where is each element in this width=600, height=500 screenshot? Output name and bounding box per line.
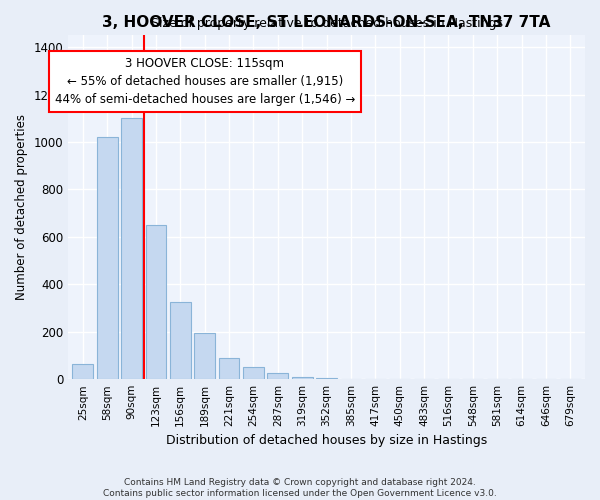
Y-axis label: Number of detached properties: Number of detached properties xyxy=(15,114,28,300)
Bar xyxy=(97,138,118,379)
Bar xyxy=(121,118,142,379)
Text: Contains HM Land Registry data © Crown copyright and database right 2024.
Contai: Contains HM Land Registry data © Crown c… xyxy=(103,478,497,498)
Bar xyxy=(170,302,191,379)
Bar xyxy=(268,374,288,379)
Bar xyxy=(146,225,166,379)
Bar xyxy=(243,368,264,379)
Bar xyxy=(73,364,93,379)
Bar xyxy=(219,358,239,379)
Text: Size of property relative to detached houses in Hastings: Size of property relative to detached ho… xyxy=(151,17,503,30)
Bar xyxy=(194,333,215,379)
Text: 3 HOOVER CLOSE: 115sqm
← 55% of detached houses are smaller (1,915)
44% of semi-: 3 HOOVER CLOSE: 115sqm ← 55% of detached… xyxy=(55,56,355,106)
Bar xyxy=(316,378,337,379)
X-axis label: Distribution of detached houses by size in Hastings: Distribution of detached houses by size … xyxy=(166,434,487,448)
Bar xyxy=(292,377,313,379)
Title: 3, HOOVER CLOSE, ST LEONARDS-ON-SEA, TN37 7TA: 3, HOOVER CLOSE, ST LEONARDS-ON-SEA, TN3… xyxy=(103,15,551,30)
